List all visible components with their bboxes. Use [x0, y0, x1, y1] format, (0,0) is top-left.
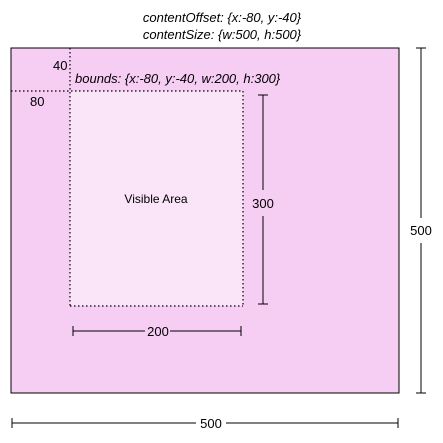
- content-offset-label: contentOffset: {x:-80, y:-40}: [143, 10, 302, 25]
- content-height-dimension: 500: [410, 47, 432, 394]
- visible-height-dimension: 300: [252, 94, 274, 305]
- bounds-label: bounds: {x:-80, y:-40, w:200, h:300}: [75, 71, 281, 86]
- offset-y-label: 40: [53, 58, 67, 73]
- content-width-label: 500: [200, 416, 222, 431]
- visible-area-label: Visible Area: [124, 192, 187, 206]
- visible-width-dimension: 200: [72, 324, 242, 339]
- content-height-label: 500: [410, 223, 432, 238]
- visible-width-label: 200: [147, 324, 169, 339]
- visible-area: [70, 91, 243, 306]
- offset-x-label: 80: [30, 94, 44, 109]
- content-width-dimension: 500: [11, 416, 399, 431]
- content-size-label: contentSize: {w:500, h:500}: [143, 27, 302, 42]
- visible-height-label: 300: [252, 196, 274, 211]
